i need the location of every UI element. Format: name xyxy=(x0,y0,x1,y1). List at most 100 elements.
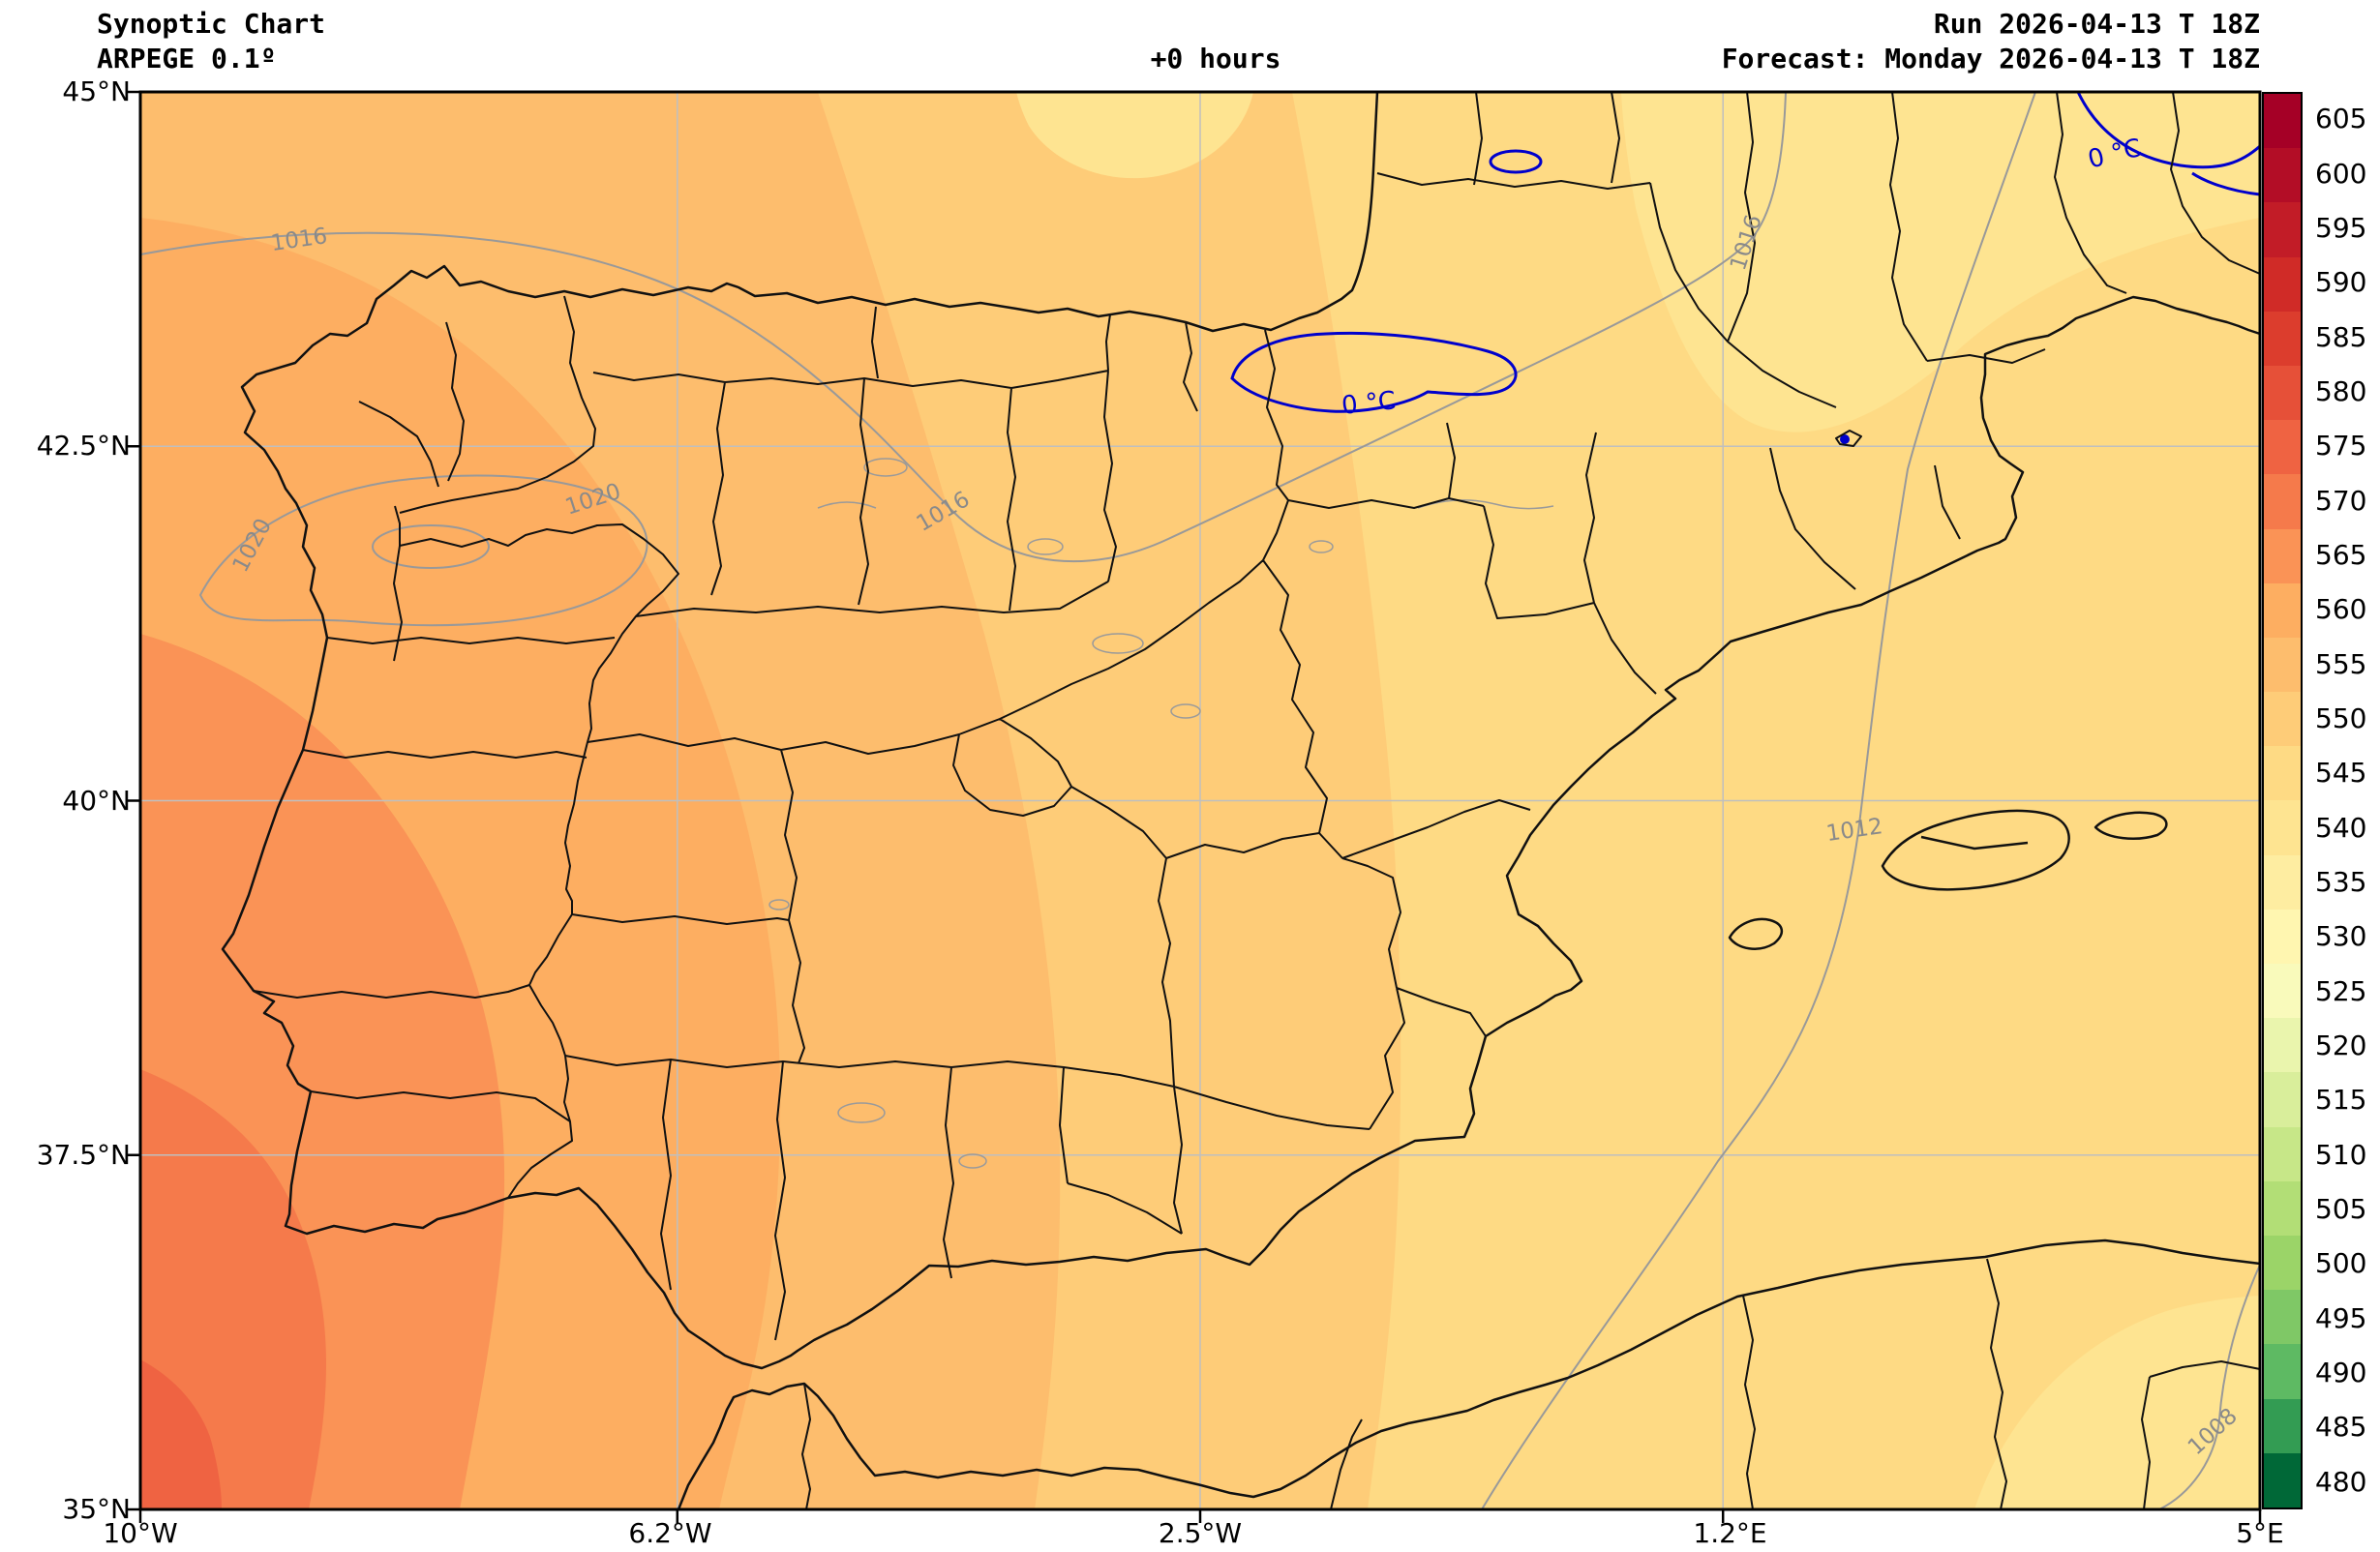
borders-france-departments xyxy=(1376,91,2261,408)
colorbar-tick-label: 565 xyxy=(2315,538,2367,571)
graticule xyxy=(140,92,2260,1509)
colorbar-cell xyxy=(2264,202,2301,257)
isobar-1020 xyxy=(198,474,648,627)
colorbar-tick-label: 525 xyxy=(2315,974,2367,1007)
y-tick-label: 42.5°N xyxy=(36,430,131,463)
colorbar-tick-label: 485 xyxy=(2315,1411,2367,1444)
island-ibiza xyxy=(1728,917,1783,950)
colorbar-tick-label: 510 xyxy=(2315,1138,2367,1171)
colorbar-cell xyxy=(2264,94,2301,149)
borders-spain-provinces xyxy=(358,295,1961,1341)
colorbar-cell xyxy=(2264,1180,2301,1236)
isobar-1020-inner xyxy=(372,524,490,569)
run-label: Run 2026-04-13 T 18Z xyxy=(1933,8,2260,40)
isobar-1008 xyxy=(2158,1264,2261,1510)
colorbar-tick-label: 560 xyxy=(2315,593,2367,626)
colorbar-tick-label: 590 xyxy=(2315,266,2367,299)
x-tick-label: 1.2°E xyxy=(1693,1517,1767,1549)
colorbar-tick-label: 495 xyxy=(2315,1301,2367,1334)
orography-contours xyxy=(768,458,1554,1169)
borders-portugal-districts xyxy=(253,545,616,1122)
colorbar-tick-label: 520 xyxy=(2315,1030,2367,1062)
colorbar-tick-label: 530 xyxy=(2315,920,2367,953)
page-title: Synoptic Chart xyxy=(97,8,326,40)
axis-ticks xyxy=(127,90,2262,1523)
isobar-1016 xyxy=(139,91,1787,563)
colorbar-cell xyxy=(2264,528,2301,583)
colorbar-tick-label: 480 xyxy=(2315,1465,2367,1498)
y-tick-label: 37.5°N xyxy=(36,1138,131,1171)
lead-time-label: +0 hours xyxy=(1150,43,1281,75)
colorbar-tick-label: 580 xyxy=(2315,374,2367,407)
isobar-contours xyxy=(139,91,2261,1510)
colorbar-cell xyxy=(2264,964,2301,1019)
colorbar-tick-label: 555 xyxy=(2315,647,2367,680)
borders-africa xyxy=(801,1258,2261,1510)
isobar-1012 xyxy=(1481,91,2036,1510)
colorbar-tick-label: 545 xyxy=(2315,757,2367,790)
map-plot: 1016 1020 1020 1016 1016 1012 1008 0 °C … xyxy=(127,90,2262,1523)
fill-zone-545-se xyxy=(1974,1296,2260,1509)
colorbar-cell xyxy=(2264,1126,2301,1181)
colorbar-cell xyxy=(2264,1072,2301,1127)
colorbar xyxy=(2262,92,2303,1509)
colorbar-cell xyxy=(2264,1452,2301,1507)
island-menorca xyxy=(2094,811,2168,840)
freezing-contour-france xyxy=(1489,149,1543,174)
colorbar-cell xyxy=(2264,637,2301,693)
colorbar-tick-label: 595 xyxy=(2315,211,2367,244)
colorbar-tick-label: 600 xyxy=(2315,157,2367,190)
colorbar-cell xyxy=(2264,256,2301,312)
forecast-label: Forecast: Monday 2026-04-13 T 18Z xyxy=(1721,43,2260,75)
freezing-contour-cantabria xyxy=(1230,331,1518,413)
colorbar-tick-label: 570 xyxy=(2315,484,2367,517)
colorbar-tick-label: 575 xyxy=(2315,430,2367,463)
colorbar-tick-label: 535 xyxy=(2315,866,2367,899)
colorbar-cell xyxy=(2264,148,2301,203)
freezing-contours xyxy=(1230,91,2261,444)
colorbar-cell xyxy=(2264,909,2301,964)
colorbar-tick-label: 585 xyxy=(2315,320,2367,353)
colorbar-tick-label: 490 xyxy=(2315,1357,2367,1389)
colorbar-cell xyxy=(2264,854,2301,910)
freezing-label: 0 °C xyxy=(1341,386,1398,421)
freezing-contour-ne xyxy=(2076,91,2261,196)
colorbar-cell xyxy=(2264,474,2301,529)
colorbar-tick-label: 550 xyxy=(2315,701,2367,734)
x-tick-label: 6.2°W xyxy=(628,1517,712,1549)
y-tick-label: 35°N xyxy=(62,1493,131,1525)
island-mallorca xyxy=(1881,809,2070,891)
colorbar-cell xyxy=(2264,800,2301,855)
y-tick-label: 40°N xyxy=(62,784,131,817)
colorbar-cell xyxy=(2264,746,2301,801)
colorbar-cell xyxy=(2264,365,2301,421)
admin-borders xyxy=(253,91,2261,1510)
map-svg: 1016 1020 1020 1016 1016 1012 1008 0 °C … xyxy=(127,90,2262,1523)
colorbar-tick-label: 505 xyxy=(2315,1193,2367,1226)
fill-zone-545-n xyxy=(1016,92,1253,179)
border-andorra xyxy=(1835,430,1862,447)
model-label: ARPEGE 0.1º xyxy=(97,43,277,75)
freezing-spot-pyrenees xyxy=(1840,434,1850,444)
coastline-europe xyxy=(221,90,2262,1370)
colorbar-cell xyxy=(2264,420,2301,475)
colorbar-cell xyxy=(2264,1018,2301,1073)
colorbar-cell xyxy=(2264,692,2301,747)
y-tick-label: 45°N xyxy=(62,75,131,107)
colorbar-cell xyxy=(2264,311,2301,366)
fill-zone-580 xyxy=(140,1359,222,1509)
colorbar-cell xyxy=(2264,1344,2301,1399)
colorbar-cell xyxy=(2264,1290,2301,1345)
colorbar-tick-label: 515 xyxy=(2315,1084,2367,1117)
colorbar-tick-label: 540 xyxy=(2315,811,2367,844)
fill-zone-545-ne xyxy=(1621,92,2260,433)
colorbar-tick-label: 605 xyxy=(2315,103,2367,135)
colorbar-cell xyxy=(2264,1235,2301,1291)
colorbar-tick-label: 500 xyxy=(2315,1247,2367,1280)
colorbar-cell xyxy=(2264,1398,2301,1453)
colorbar-cell xyxy=(2264,582,2301,638)
